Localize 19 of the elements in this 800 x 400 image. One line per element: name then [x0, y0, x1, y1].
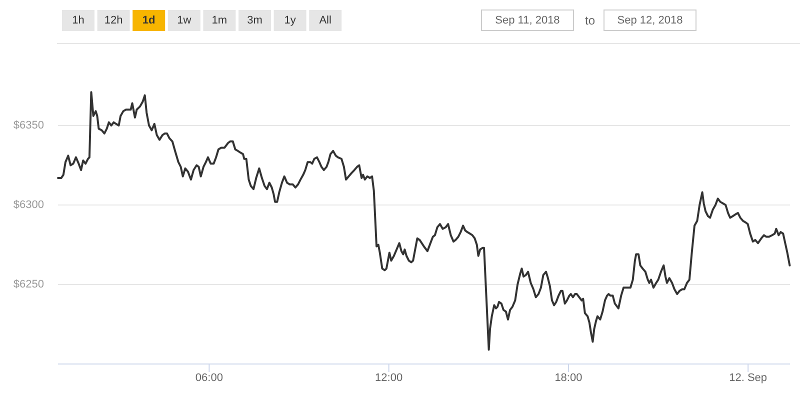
range-button: 12h	[97, 10, 130, 31]
range-button: 1w	[168, 10, 200, 31]
y-tick-label: $6250	[13, 278, 44, 290]
text: to	[584, 13, 596, 28]
y-tick-label: $6300	[13, 199, 44, 211]
x-tick-label: 12. Sep	[729, 372, 768, 384]
x-tick-label: 12:00	[375, 372, 403, 384]
range-button: 3m	[238, 10, 271, 31]
x-tick-label: 06:00	[195, 372, 223, 384]
range-button: 1h	[62, 10, 94, 31]
date-field: Sep 11, 2018	[481, 10, 574, 31]
line-series	[57, 91, 791, 351]
date-field: Sep 12, 2018	[604, 10, 696, 31]
range-button: 1m	[203, 10, 236, 31]
range-button: All	[309, 10, 342, 31]
range-button: 1d	[132, 10, 166, 31]
range-button: 1y	[274, 10, 306, 31]
y-tick-label: $6350	[13, 120, 44, 132]
x-tick-label: 18:00	[554, 372, 582, 384]
